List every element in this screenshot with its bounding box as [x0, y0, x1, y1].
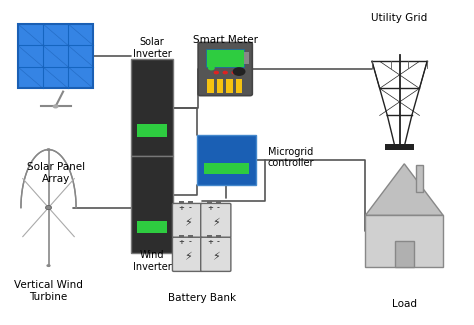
- Text: +: +: [179, 205, 184, 211]
- Circle shape: [233, 67, 246, 76]
- Bar: [207, 79, 214, 93]
- Text: ⚡: ⚡: [183, 252, 191, 262]
- Bar: [137, 124, 167, 137]
- Circle shape: [222, 71, 228, 74]
- Bar: [188, 202, 193, 204]
- FancyBboxPatch shape: [173, 237, 202, 271]
- Circle shape: [214, 71, 219, 74]
- Bar: [131, 59, 173, 156]
- Bar: [131, 156, 173, 253]
- Bar: [204, 163, 249, 174]
- Text: Solar
Inverter: Solar Inverter: [133, 37, 172, 59]
- FancyBboxPatch shape: [198, 43, 252, 96]
- Bar: [395, 241, 414, 267]
- Bar: [217, 79, 223, 93]
- Circle shape: [46, 205, 52, 210]
- Bar: [236, 79, 242, 93]
- Bar: [137, 221, 167, 233]
- Circle shape: [208, 66, 215, 71]
- Text: Vertical Wind
Turbine: Vertical Wind Turbine: [14, 280, 83, 302]
- Text: ⚡: ⚡: [212, 218, 219, 228]
- Text: Wind
Inverter: Wind Inverter: [133, 250, 172, 272]
- Bar: [207, 202, 212, 204]
- Bar: [216, 202, 221, 204]
- Bar: [197, 135, 256, 185]
- Bar: [179, 235, 184, 238]
- Text: +: +: [207, 205, 213, 211]
- Text: Load: Load: [392, 299, 417, 309]
- Bar: [207, 235, 212, 238]
- FancyBboxPatch shape: [173, 203, 202, 238]
- Bar: [18, 24, 93, 88]
- Text: +: +: [207, 239, 213, 245]
- Bar: [226, 79, 233, 93]
- FancyBboxPatch shape: [201, 237, 231, 271]
- Bar: [206, 48, 244, 67]
- Bar: [365, 215, 443, 267]
- Text: ⚡: ⚡: [212, 252, 219, 262]
- Circle shape: [231, 71, 237, 74]
- Circle shape: [46, 264, 51, 267]
- Text: Utility Grid: Utility Grid: [372, 13, 428, 23]
- Text: Microgrid
controller: Microgrid controller: [268, 147, 314, 168]
- Bar: [216, 235, 221, 238]
- Text: Smart Meter: Smart Meter: [193, 35, 258, 45]
- Text: -: -: [217, 205, 220, 211]
- Bar: [416, 165, 423, 192]
- Polygon shape: [365, 164, 443, 215]
- FancyBboxPatch shape: [201, 203, 231, 238]
- Bar: [188, 235, 193, 238]
- Bar: [244, 52, 249, 64]
- Bar: [179, 202, 184, 204]
- Circle shape: [46, 148, 51, 151]
- Text: Solar Panel
Array: Solar Panel Array: [27, 162, 85, 184]
- Text: -: -: [189, 205, 191, 211]
- Text: -: -: [217, 239, 220, 245]
- Text: +: +: [179, 239, 184, 245]
- Text: Battery Bank: Battery Bank: [168, 293, 236, 303]
- Bar: [385, 144, 414, 150]
- Text: -: -: [189, 239, 191, 245]
- Text: ⚡: ⚡: [183, 218, 191, 228]
- Circle shape: [53, 104, 59, 109]
